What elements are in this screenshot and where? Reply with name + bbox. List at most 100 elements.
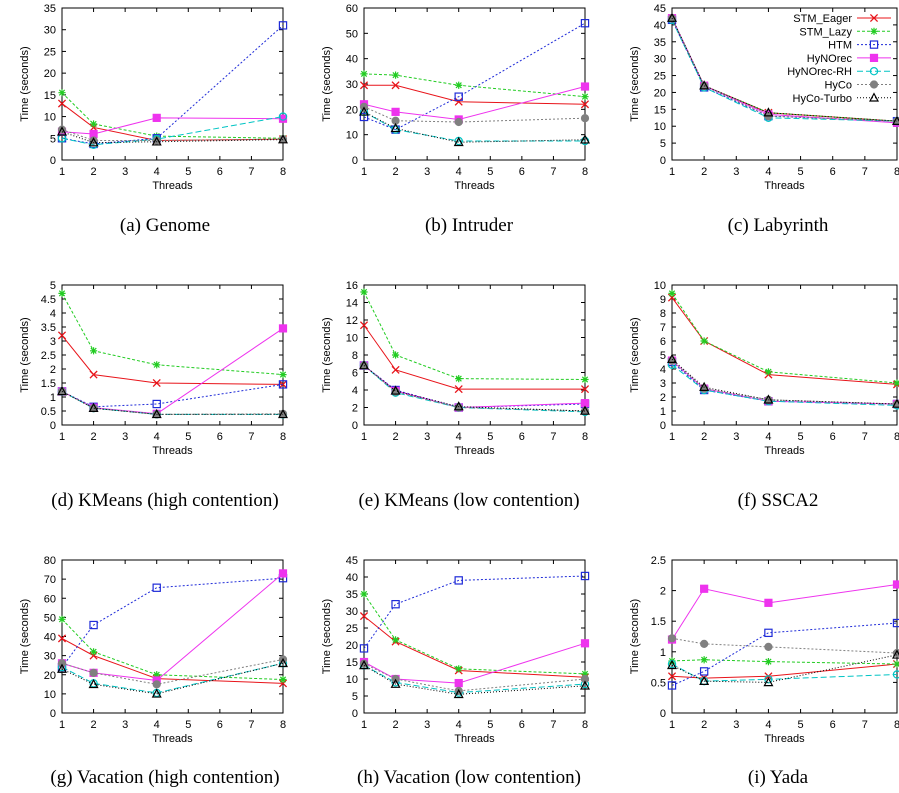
x-tick-label: 6 xyxy=(217,166,223,178)
plot-frame xyxy=(363,559,586,714)
data-point xyxy=(454,97,463,106)
series-hyco xyxy=(359,102,590,127)
series-stm_lazy xyxy=(360,70,589,101)
x-axis-label: Threads xyxy=(764,733,805,745)
y-tick-label: 20 xyxy=(346,640,358,652)
x-tick-label: 5 xyxy=(185,719,191,731)
series-stm_lazy xyxy=(360,590,589,678)
series-hyco-turbo xyxy=(56,385,289,419)
series-hynorec-rh xyxy=(667,15,899,126)
series-hynorec xyxy=(667,580,899,644)
data-point xyxy=(580,639,590,648)
x-tick-label: 3 xyxy=(733,719,739,731)
data-point xyxy=(893,660,899,668)
y-axis-label: Time (seconds) xyxy=(321,317,333,392)
y-axis-label: Time (seconds) xyxy=(321,599,333,674)
y-tick-label: 0 xyxy=(352,155,358,167)
x-tick-label: 6 xyxy=(830,719,836,731)
data-point xyxy=(668,289,676,297)
subfigure-caption: (e) KMeans (low contention) xyxy=(358,490,579,511)
data-point xyxy=(700,337,708,345)
legend-marker xyxy=(869,13,879,23)
subplot-1: 0 5 10 15 20 25 30 35 1 2 3 4 5 6 7 8 Threads Time (secon… xyxy=(19,3,289,236)
data-point xyxy=(391,71,400,79)
series-stm_eager xyxy=(359,612,590,682)
y-tick-label: 5 xyxy=(50,133,56,145)
y-axis-label: Time (seconds) xyxy=(19,46,31,121)
y-axis-label: Time (seconds) xyxy=(629,599,641,674)
series-line xyxy=(671,583,898,640)
y-tick-label: 8 xyxy=(352,350,358,362)
data-point xyxy=(88,137,99,147)
series-line xyxy=(671,17,898,124)
data-point xyxy=(666,659,678,670)
y-tick-label: 40 xyxy=(346,54,358,66)
series-line xyxy=(363,324,585,390)
subfigure-caption: (a) Genome xyxy=(120,215,210,236)
y-tick-label: 14 xyxy=(346,298,358,310)
legend-label: HyCo-Turbo xyxy=(793,93,853,105)
legend-label: HyCo xyxy=(824,80,852,92)
y-tick-label: 40 xyxy=(654,20,666,32)
series-line xyxy=(363,664,586,695)
data-point xyxy=(89,347,98,355)
series-line xyxy=(363,106,586,123)
series-line xyxy=(671,364,898,406)
x-tick-label: 8 xyxy=(894,719,899,731)
y-tick-label: 40 xyxy=(346,572,358,584)
series-line xyxy=(671,19,898,122)
data-point xyxy=(88,402,99,412)
data-point xyxy=(89,620,98,630)
x-tick-label: 8 xyxy=(280,719,286,731)
data-point xyxy=(277,657,289,668)
y-tick-label: 0 xyxy=(50,420,56,432)
series-line xyxy=(671,17,898,122)
data-point xyxy=(699,675,710,685)
x-tick-label: 7 xyxy=(862,719,868,731)
x-tick-label: 1 xyxy=(669,719,675,731)
x-tick-label: 7 xyxy=(862,166,868,178)
x-tick-label: 4 xyxy=(765,431,771,443)
data-point xyxy=(580,100,590,109)
x-tick-label: 1 xyxy=(59,431,65,443)
x-tick-label: 6 xyxy=(217,431,223,443)
y-tick-label: 35 xyxy=(654,37,666,49)
y-tick-label: 5 xyxy=(50,280,56,292)
x-tick-label: 7 xyxy=(550,431,556,443)
x-tick-label: 6 xyxy=(217,719,223,731)
data-point xyxy=(89,648,98,656)
x-tick-label: 3 xyxy=(733,431,739,443)
data-point xyxy=(358,360,370,370)
subfigure-caption: (f) SSCA2 xyxy=(738,490,819,511)
data-point xyxy=(580,571,590,581)
y-tick-label: 2.5 xyxy=(41,350,56,362)
y-tick-label: 10 xyxy=(346,674,358,686)
data-point xyxy=(278,380,288,389)
x-tick-label: 2 xyxy=(91,719,97,731)
series-line xyxy=(671,659,898,665)
plot-frame xyxy=(671,7,898,161)
x-axis-label: Threads xyxy=(454,180,495,192)
series-hyco xyxy=(359,659,590,696)
data-point xyxy=(581,93,589,101)
series-line xyxy=(363,615,586,678)
x-tick-label: 8 xyxy=(582,166,588,178)
data-point xyxy=(277,134,289,144)
data-point xyxy=(278,324,288,333)
data-point xyxy=(391,365,400,374)
legend-marker xyxy=(868,92,880,102)
data-point xyxy=(763,107,774,117)
y-tick-label: 0 xyxy=(352,708,358,720)
series-line xyxy=(671,293,898,384)
series-line xyxy=(363,664,586,694)
series-hyco-turbo xyxy=(358,360,591,415)
x-tick-label: 1 xyxy=(361,719,367,731)
series-line xyxy=(671,17,898,122)
data-point xyxy=(580,114,590,123)
data-point xyxy=(58,615,66,623)
series-stm_eager xyxy=(57,634,288,688)
legend-marker xyxy=(870,27,878,35)
y-tick-label: 20 xyxy=(346,104,358,116)
